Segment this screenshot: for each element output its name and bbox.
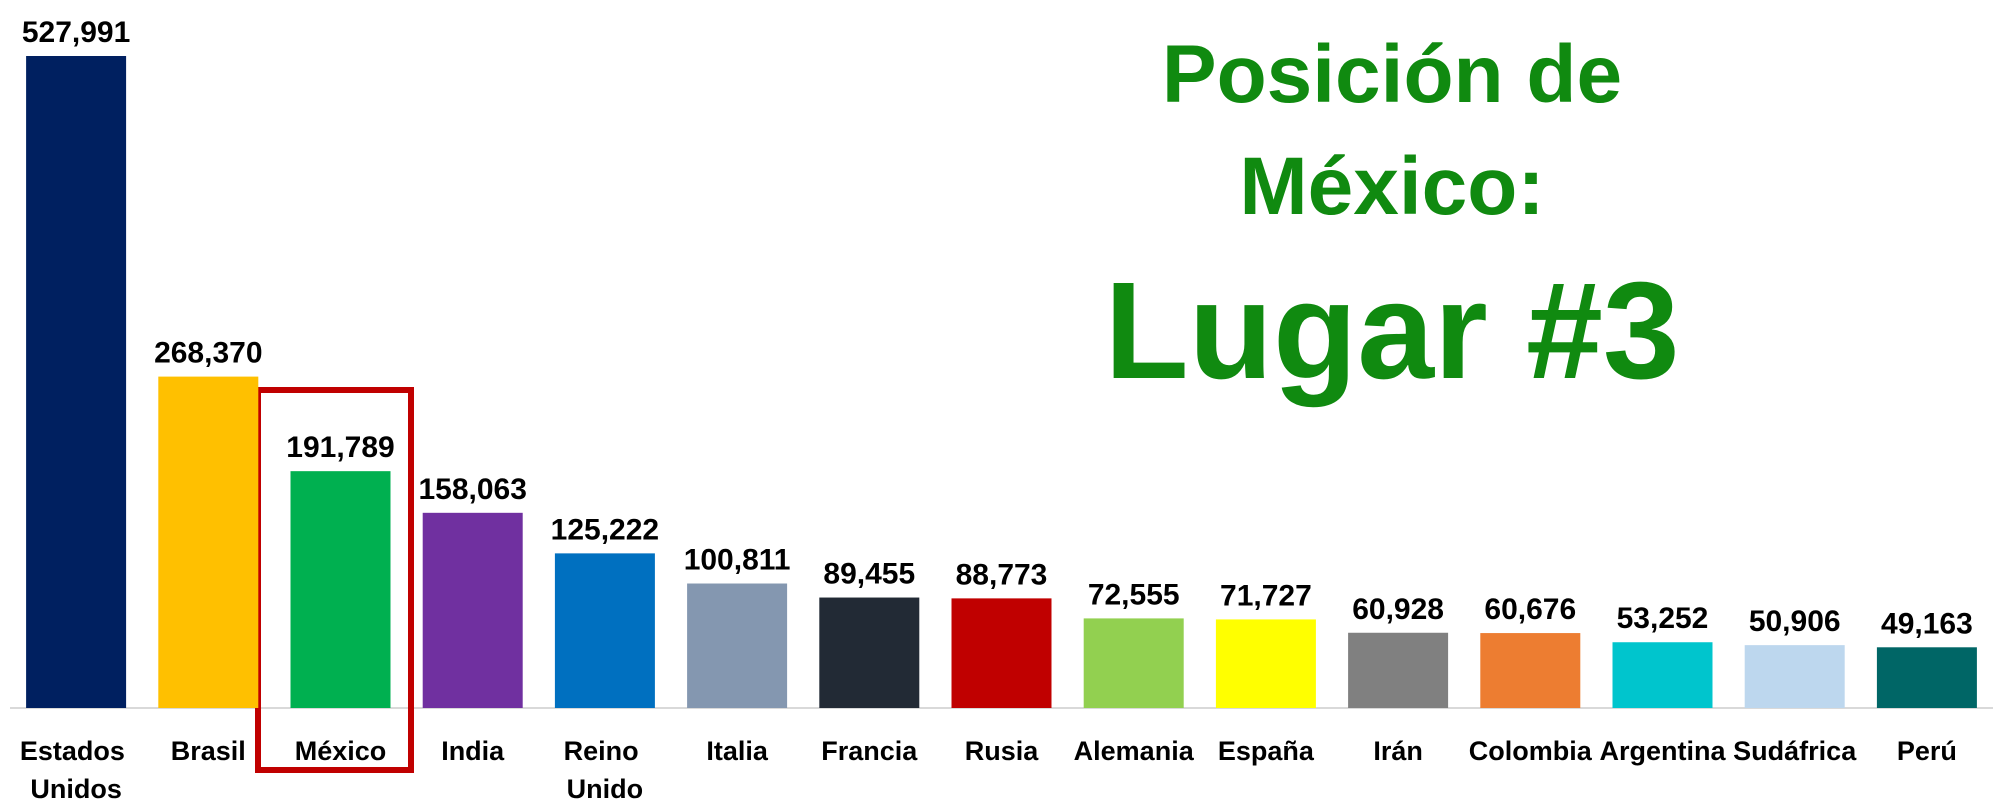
value-label: 60,928	[1352, 593, 1444, 626]
bar	[1480, 633, 1581, 708]
value-label: 158,063	[418, 473, 526, 506]
x-tick-label: Italia	[706, 736, 769, 766]
x-tick-label: Colombia	[1469, 736, 1593, 766]
bar	[951, 598, 1052, 708]
value-label: 50,906	[1749, 605, 1841, 638]
x-tick-label: Sudáfrica	[1733, 736, 1857, 766]
bar	[819, 597, 920, 708]
bar	[1876, 647, 1977, 708]
bar	[554, 553, 655, 708]
x-tick-label: Reino Unido	[564, 736, 647, 802]
value-label: 191,789	[286, 431, 394, 464]
bar	[26, 56, 127, 708]
annotation: Posición de	[1162, 29, 1622, 120]
x-tick-label: Estados Unidos	[20, 736, 133, 802]
value-label: 88,773	[956, 558, 1048, 591]
bar	[1215, 619, 1316, 708]
value-label: 72,555	[1088, 578, 1180, 611]
value-label: 60,676	[1484, 593, 1576, 626]
x-tick-label: Irán	[1373, 736, 1423, 766]
value-label: 71,727	[1220, 579, 1312, 612]
x-tick-label: Rusia	[965, 736, 1040, 766]
x-tick-label: India	[441, 736, 505, 766]
annotation: México:	[1239, 141, 1544, 232]
value-label: 527,991	[22, 16, 130, 49]
bar	[290, 471, 391, 708]
bar	[1612, 642, 1713, 708]
value-label: 49,163	[1881, 607, 1973, 640]
bar	[158, 376, 259, 708]
value-label: 89,455	[823, 558, 915, 591]
value-label: 268,370	[154, 337, 262, 370]
x-tick-label: Francia	[821, 736, 918, 766]
bar	[687, 583, 788, 708]
value-label: 100,811	[684, 544, 791, 577]
x-tick-label: Argentina	[1599, 736, 1726, 766]
x-tick-label: México	[295, 736, 387, 766]
bar	[422, 512, 523, 708]
x-tick-label: España	[1218, 736, 1315, 766]
bar	[1348, 632, 1449, 708]
value-label: 53,252	[1617, 602, 1709, 635]
value-label: 125,222	[551, 513, 659, 546]
x-tick-label: Perú	[1897, 736, 1957, 766]
bar	[1083, 618, 1184, 708]
x-tick-label: Alemania	[1074, 736, 1195, 766]
annotation: Lugar #3	[1104, 254, 1679, 408]
x-tick-label: Brasil	[171, 736, 246, 766]
bar	[1744, 645, 1845, 708]
